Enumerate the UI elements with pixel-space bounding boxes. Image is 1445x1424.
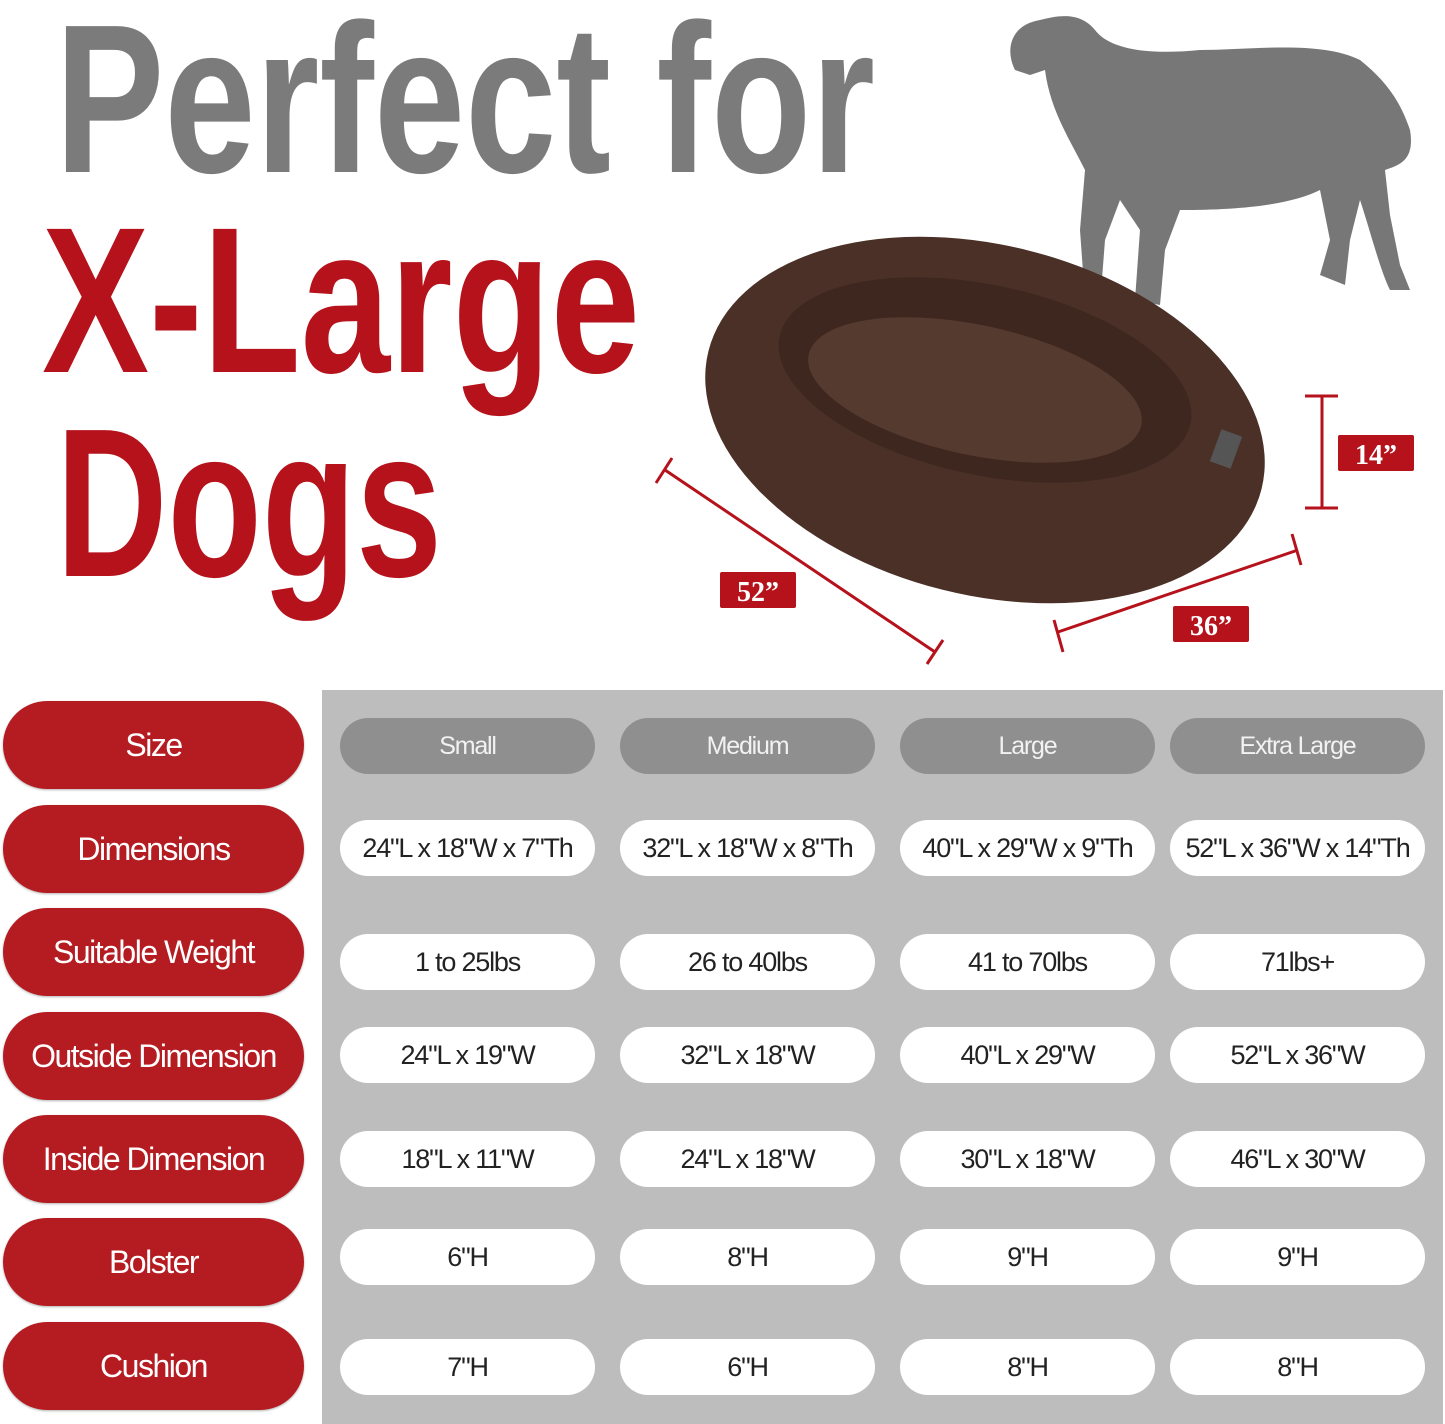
column-header: Large: [900, 718, 1155, 774]
table-cell: 40"L x 29"W x 9"Th: [900, 820, 1155, 876]
row-label: Outside Dimension: [3, 1012, 304, 1100]
column-header: Medium: [620, 718, 875, 774]
table-cell: 9"H: [900, 1229, 1155, 1285]
table-cell: 30"L x 18"W: [900, 1131, 1155, 1187]
table-cell: 24"L x 19"W: [340, 1027, 595, 1083]
height-label: 14”: [1338, 435, 1414, 471]
row-label: Suitable Weight: [3, 908, 304, 996]
table-cell: 9"H: [1170, 1229, 1425, 1285]
table-cell: 52"L x 36"W x 14"Th: [1170, 820, 1425, 876]
headline-perfect-for: Perfect for: [55, 0, 875, 217]
measurement-lines: [654, 394, 1338, 665]
table-cell: 32"L x 18"W x 8"Th: [620, 820, 875, 876]
table-cell: 40"L x 29"W: [900, 1027, 1155, 1083]
hero-section: Perfect for X-Large Dogs 52” 36” 14”: [42, 0, 1414, 665]
table-cell: 6"H: [620, 1339, 875, 1395]
table-cell: 8"H: [620, 1229, 875, 1285]
table-cell: 8"H: [900, 1339, 1155, 1395]
table-cell: 24"L x 18"W: [620, 1131, 875, 1187]
table-cell: 52"L x 36"W: [1170, 1027, 1425, 1083]
headline-x-large: X-Large: [42, 185, 640, 417]
width-label: 36”: [1173, 606, 1249, 642]
table-cell: 7"H: [340, 1339, 595, 1395]
dog-silhouette-icon: [1010, 16, 1411, 306]
table-cell: 24"L x 18"W x 7"Th: [340, 820, 595, 876]
table-cell: 26 to 40lbs: [620, 934, 875, 990]
headline-dogs: Dogs: [56, 384, 442, 621]
row-label: Cushion: [3, 1322, 304, 1410]
dog-bed-image: [705, 236, 1265, 604]
table-cell: 41 to 70lbs: [900, 934, 1155, 990]
row-label: Size: [3, 701, 304, 789]
table-cell: 46"L x 30"W: [1170, 1131, 1425, 1187]
table-cell: 1 to 25lbs: [340, 934, 595, 990]
svg-text:52”: 52”: [737, 577, 779, 608]
length-label: 52”: [720, 572, 796, 608]
table-cell: 8"H: [1170, 1339, 1425, 1395]
table-cell: 71lbs+: [1170, 934, 1425, 990]
row-label: Inside Dimension: [3, 1115, 304, 1203]
svg-text:14”: 14”: [1355, 440, 1397, 471]
column-header: Small: [340, 718, 595, 774]
column-header: Extra Large: [1170, 718, 1425, 774]
svg-text:36”: 36”: [1190, 611, 1232, 642]
row-label: Dimensions: [3, 805, 304, 893]
row-label: Bolster: [3, 1218, 304, 1306]
table-cell: 18"L x 11"W: [340, 1131, 595, 1187]
table-cell: 32"L x 18"W: [620, 1027, 875, 1083]
table-cell: 6"H: [340, 1229, 595, 1285]
